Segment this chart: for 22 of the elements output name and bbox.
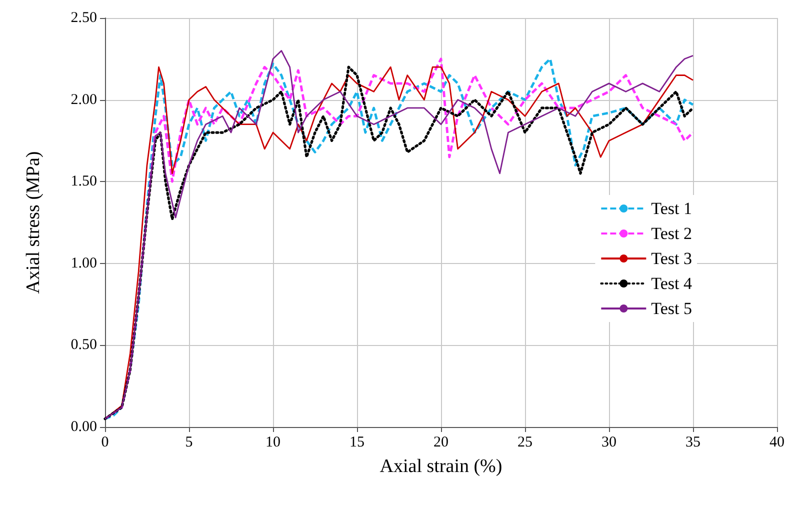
- y-axis-title: Axial stress (MPa): [23, 151, 44, 294]
- x-tick-label: 25: [518, 434, 532, 450]
- y-tick-label: 2.00: [70, 92, 97, 108]
- y-tick-label: 2.50: [70, 10, 97, 26]
- x-tick-label: 0: [101, 434, 109, 450]
- x-tick-label: 15: [350, 434, 364, 450]
- y-tick-label: 1.00: [70, 255, 97, 272]
- x-tick-label: 35: [686, 434, 700, 450]
- legend-label: Test 2: [651, 224, 692, 243]
- legend-label: Test 3: [651, 249, 692, 268]
- x-tick-label: 40: [770, 434, 784, 450]
- x-tick-label: 10: [266, 434, 280, 450]
- x-tick-label: 5: [185, 434, 193, 450]
- legend-label: Test 1: [651, 199, 692, 218]
- legend-label: Test 4: [651, 274, 692, 293]
- y-tick-label: 0.00: [70, 419, 97, 435]
- y-tick-label: 0.50: [70, 337, 97, 354]
- y-tick-label: 1.50: [70, 174, 97, 190]
- x-tick-label: 30: [602, 434, 616, 450]
- x-axis-title: Axial strain (%): [380, 456, 502, 477]
- x-tick-label: 20: [434, 434, 448, 450]
- legend-label: Test 5: [651, 299, 692, 318]
